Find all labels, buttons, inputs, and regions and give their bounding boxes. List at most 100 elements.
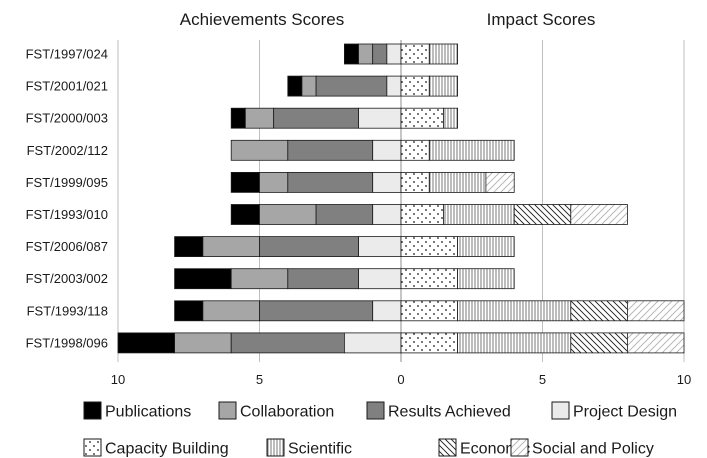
x-tick-label-1: 5 — [256, 372, 263, 387]
bar-capacity-1 — [400, 75, 430, 97]
bar-social-4 — [485, 171, 515, 193]
bar-results-0 — [372, 43, 388, 65]
bar-results-4 — [287, 171, 374, 193]
bar-results-7 — [287, 268, 359, 290]
bar-capacity-4 — [400, 171, 430, 193]
bar-scientific-7 — [457, 268, 515, 290]
bar-economic-9 — [570, 332, 628, 354]
bar-capacity-9 — [400, 332, 458, 354]
bar-results-1 — [315, 75, 388, 97]
bar-publications-6 — [174, 236, 204, 258]
bar-publications-9 — [117, 332, 175, 354]
legend-label-publications: Publications — [105, 404, 191, 421]
legend-swatch-capacity — [83, 438, 102, 457]
legend-label-design: Project Design — [573, 404, 677, 421]
bar-capacity-2 — [400, 107, 444, 129]
bar-design-2 — [358, 107, 402, 129]
legend-swatch-economic — [438, 438, 457, 457]
bar-capacity-3 — [400, 139, 430, 161]
bar-results-9 — [230, 332, 345, 354]
bar-design-7 — [358, 268, 402, 290]
bar-results-5 — [315, 204, 374, 225]
bar-scientific-5 — [443, 204, 515, 225]
bar-scientific-0 — [428, 43, 458, 65]
bar-publications-0 — [343, 43, 359, 65]
legend-swatch-design — [551, 401, 570, 420]
category-labels: FST/1997/024 FST/2001/021 FST/2000/003 FST/… — [26, 47, 108, 351]
legend-swatch-results — [366, 401, 385, 420]
bar-design-9 — [343, 332, 402, 354]
bar-social-5 — [570, 204, 628, 225]
bar-capacity-8 — [400, 300, 458, 322]
bar-economic-8 — [570, 300, 628, 322]
legend-swatch-social — [510, 438, 529, 457]
legend-swatch-publications — [83, 401, 102, 420]
bar-capacity-0 — [400, 43, 430, 65]
legend-swatch-scientific — [266, 438, 285, 457]
category-label-3: FST/2002/112 — [27, 143, 108, 158]
category-label-4: FST/1999/095 — [26, 175, 108, 190]
category-label-0: FST/1997/024 — [26, 47, 108, 62]
bar-collaboration-0 — [358, 43, 374, 65]
bar-scientific-3 — [428, 139, 515, 161]
bar-publications-8 — [174, 300, 204, 322]
bar-social-8 — [627, 300, 685, 322]
x-axis-ticks: 10 5 0 5 10 — [111, 372, 691, 387]
bar-design-3 — [372, 139, 402, 161]
bar-economic-5 — [513, 204, 572, 225]
bar-scientific-1 — [428, 75, 458, 97]
left-panel-title: Achievements Scores — [180, 10, 344, 29]
bar-publications-7 — [174, 268, 232, 290]
category-label-8: FST/1993/118 — [27, 303, 108, 318]
legend-swatch-collaboration — [218, 401, 237, 420]
bar-social-9 — [627, 332, 685, 354]
bar-design-5 — [372, 204, 402, 225]
legend-label-collaboration: Collaboration — [240, 404, 334, 421]
bar-collaboration-4 — [259, 171, 289, 193]
legend-label-results: Results Achieved — [388, 404, 511, 421]
bar-results-3 — [287, 139, 374, 161]
bar-publications-2 — [230, 107, 246, 129]
bar-results-8 — [259, 300, 374, 322]
right-panel-title: Impact Scores — [487, 10, 596, 29]
bar-design-6 — [358, 236, 402, 258]
category-label-1: FST/2001/021 — [26, 79, 108, 94]
x-tick-label-2: 0 — [397, 372, 404, 387]
bar-scientific-2 — [443, 107, 459, 129]
bar-collaboration-1 — [301, 75, 317, 97]
category-label-9: FST/1998/096 — [26, 335, 108, 350]
bar-collaboration-2 — [244, 107, 275, 129]
bar-collaboration-7 — [230, 268, 289, 290]
x-tick-label-4: 10 — [677, 372, 691, 387]
bar-collaboration-8 — [202, 300, 260, 322]
bar-publications-5 — [230, 204, 260, 225]
bar-design-0 — [386, 43, 402, 65]
category-label-2: FST/2000/003 — [26, 111, 108, 126]
legend-label-social: Social and Policy — [532, 441, 654, 458]
bar-publications-1 — [287, 75, 303, 97]
category-label-6: FST/2006/087 — [26, 239, 108, 254]
x-tick-label-0: 10 — [111, 372, 125, 387]
bar-scientific-9 — [457, 332, 572, 354]
bar-capacity-7 — [400, 268, 458, 290]
bar-design-4 — [372, 171, 402, 193]
bar-collaboration-5 — [259, 204, 317, 225]
bar-scientific-8 — [457, 300, 572, 322]
bar-results-6 — [259, 236, 359, 258]
bar-design-1 — [386, 75, 402, 97]
bar-collaboration-3 — [230, 139, 289, 161]
legend: Publications Collaboration Results Achieve… — [83, 401, 677, 458]
bar-results-2 — [273, 107, 359, 129]
x-tick-label-3: 5 — [539, 372, 546, 387]
category-label-5: FST/1993/010 — [26, 207, 108, 222]
bar-design-8 — [372, 300, 402, 322]
bars — [117, 43, 685, 354]
bar-capacity-5 — [400, 204, 444, 225]
legend-label-scientific: Scientific — [288, 441, 352, 458]
legend-label-capacity: Capacity Building — [105, 441, 229, 458]
bar-capacity-6 — [400, 236, 458, 258]
bar-publications-4 — [230, 171, 260, 193]
bar-collaboration-9 — [174, 332, 232, 354]
bar-collaboration-6 — [202, 236, 260, 258]
